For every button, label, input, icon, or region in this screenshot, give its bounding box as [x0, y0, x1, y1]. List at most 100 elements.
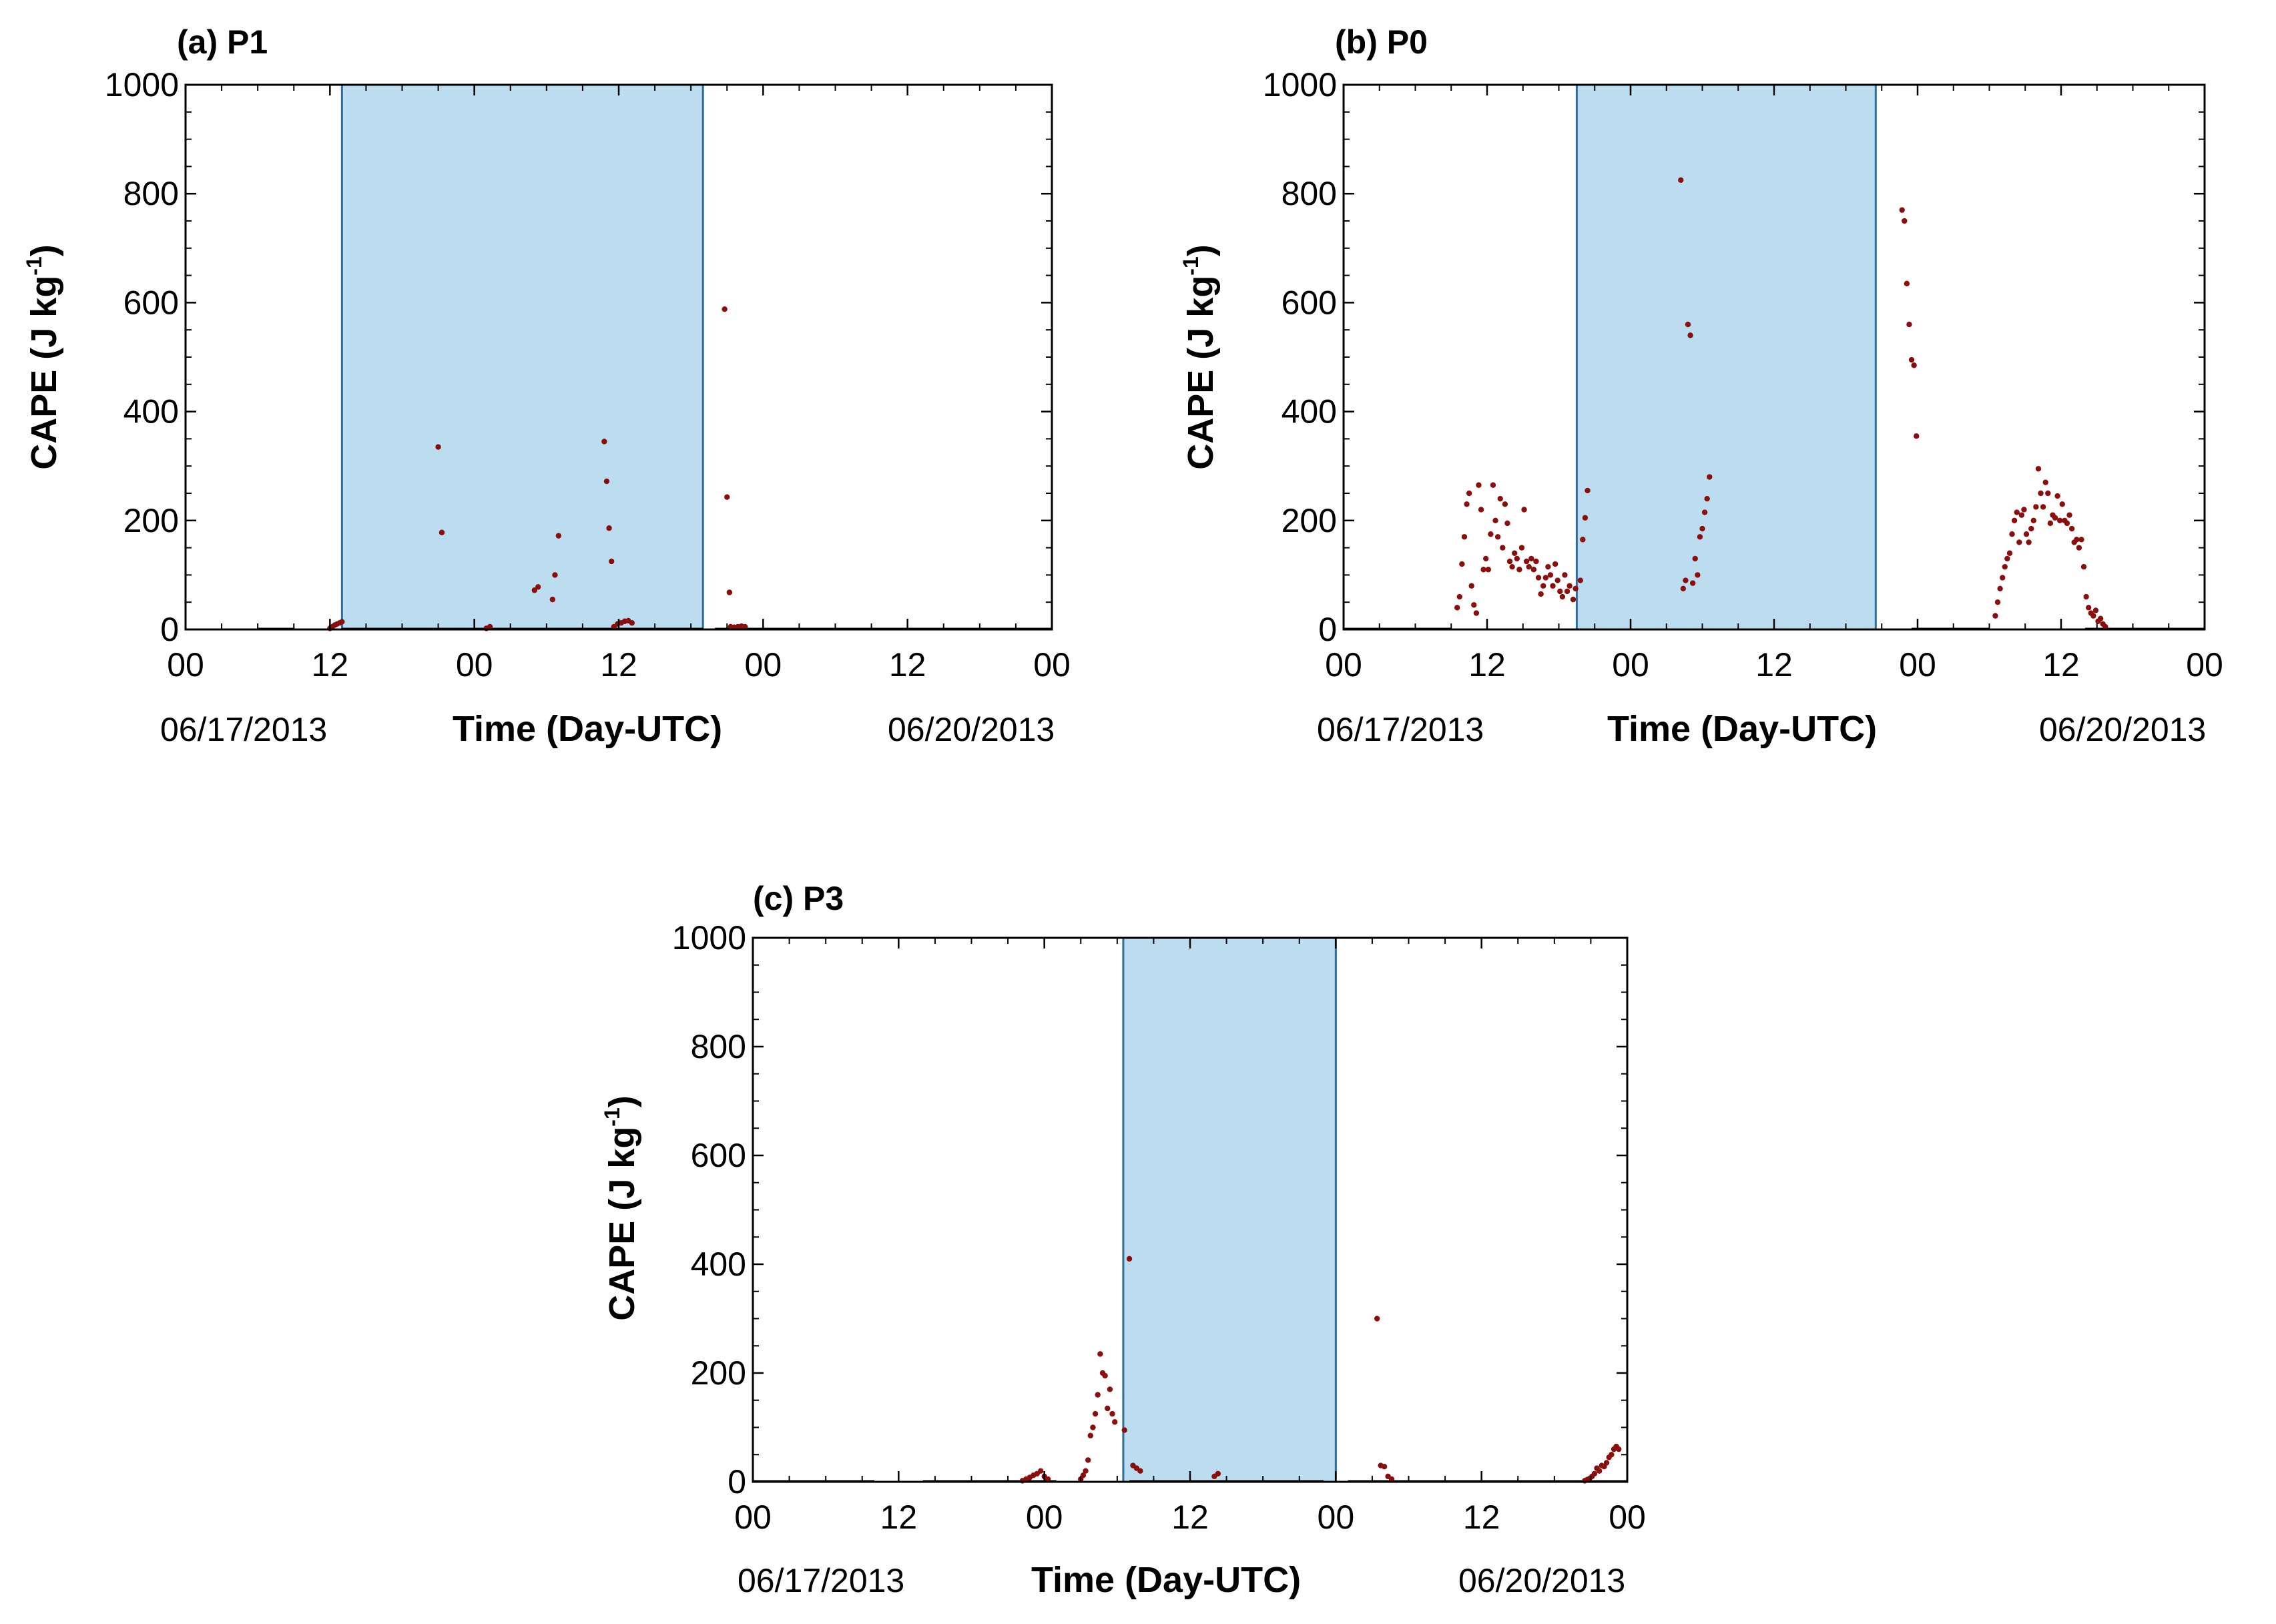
data-point: [1570, 596, 1577, 603]
data-point: [1514, 555, 1520, 562]
data-point: [1126, 1256, 1133, 1262]
data-point: [2030, 517, 2036, 523]
x-tick-label: 12: [312, 646, 349, 684]
data-point: [1914, 433, 1920, 439]
data-point: [2047, 520, 2054, 527]
data-point: [1545, 563, 1551, 570]
data-point: [1704, 495, 1710, 502]
shaded-period: [1122, 936, 1337, 1483]
data-point: [1992, 613, 1998, 619]
panel-title: (c) P3: [753, 880, 844, 917]
data-point: [2014, 509, 2020, 515]
y-tick-label: 600: [1282, 284, 1337, 321]
data-point: [1080, 1472, 1087, 1478]
data-point: [2023, 531, 2030, 537]
data-point: [2074, 537, 2080, 543]
x-axis-title: Time (Day-UTC): [1031, 1560, 1301, 1600]
data-point: [2021, 507, 2027, 513]
date-end-label: 06/20/2013: [1458, 1562, 1625, 1599]
x-axis-title: Time (Day-UTC): [453, 709, 722, 749]
data-point: [1087, 1432, 1094, 1438]
x-tick-label: 12: [889, 646, 926, 684]
x-tick-label: 00: [1033, 646, 1071, 684]
data-point: [2090, 613, 2096, 619]
data-point: [2016, 539, 2022, 545]
data-point: [1456, 593, 1462, 600]
y-tick-label: 800: [123, 175, 179, 212]
data-point: [1904, 280, 1910, 287]
data-point: [1902, 218, 1908, 224]
data-point: [2078, 537, 2084, 543]
data-point: [1468, 583, 1474, 589]
data-point: [1707, 474, 1713, 480]
data-point: [1374, 1316, 1380, 1322]
data-point: [1573, 585, 1579, 591]
date-start-label: 06/17/2013: [738, 1562, 904, 1599]
y-tick-label: 0: [728, 1463, 746, 1501]
data-point: [1559, 593, 1566, 600]
y-tick-label: 1000: [672, 919, 746, 957]
panel-title: (a) P1: [177, 23, 268, 61]
data-point: [1518, 545, 1525, 551]
data-point: [1701, 509, 1708, 515]
x-tick-label: 00: [2186, 646, 2223, 684]
data-point: [2102, 623, 2108, 630]
data-point: [1564, 588, 1571, 595]
data-point: [1550, 583, 1556, 589]
data-point: [1500, 545, 1506, 551]
data-point: [1083, 1468, 1089, 1474]
data-point: [2028, 525, 2034, 532]
x-tick-label: 00: [1318, 1499, 1355, 1536]
x-tick-label: 12: [880, 1499, 918, 1536]
data-point: [1454, 605, 1460, 611]
data-point: [2054, 493, 2060, 499]
y-axis-title: CAPE (J kg-1): [600, 1095, 642, 1321]
data-point: [1085, 1457, 1091, 1463]
data-point: [1689, 580, 1696, 586]
data-point: [1585, 487, 1591, 494]
data-point: [2038, 490, 2044, 497]
data-point: [1137, 1468, 1143, 1474]
shaded-period: [1575, 83, 1877, 631]
data-point: [1695, 572, 1701, 578]
x-tick-label: 12: [1171, 1499, 1209, 1536]
data-point: [1497, 495, 1503, 502]
x-tick-label: 12: [2042, 646, 2080, 684]
data-point: [1521, 507, 1527, 513]
data-point: [2033, 504, 2039, 510]
data-point: [549, 596, 556, 603]
x-tick-label: 12: [1755, 646, 1793, 684]
data-point: [1911, 362, 1917, 368]
y-tick-label: 400: [123, 393, 179, 431]
data-point: [1506, 558, 1513, 565]
data-point: [2068, 525, 2075, 532]
data-point: [726, 589, 733, 595]
data-point: [603, 478, 610, 485]
data-point: [1109, 1410, 1115, 1417]
data-point: [1488, 531, 1494, 537]
y-tick-label: 600: [691, 1137, 746, 1174]
data-point: [2066, 512, 2072, 518]
data-point: [1535, 575, 1542, 581]
data-point: [1107, 1386, 1113, 1392]
data-point: [439, 529, 445, 535]
data-point: [2004, 555, 2010, 562]
x-tick-label: 00: [167, 646, 204, 684]
date-end-label: 06/20/2013: [888, 711, 1055, 748]
data-point: [535, 584, 541, 590]
data-point: [487, 623, 493, 630]
data-point: [1480, 567, 1486, 573]
data-point: [1492, 517, 1498, 523]
data-point: [1485, 567, 1491, 573]
data-point: [629, 620, 635, 626]
y-tick-label: 200: [691, 1354, 746, 1392]
data-point: [1994, 599, 2001, 605]
x-tick-label: 12: [1468, 646, 1506, 684]
data-point: [2009, 531, 2015, 537]
data-point: [2011, 517, 2018, 523]
data-point: [1538, 591, 1544, 597]
data-point: [1090, 1424, 1096, 1430]
data-point: [2035, 466, 2042, 472]
date-start-label: 06/17/2013: [160, 711, 327, 748]
